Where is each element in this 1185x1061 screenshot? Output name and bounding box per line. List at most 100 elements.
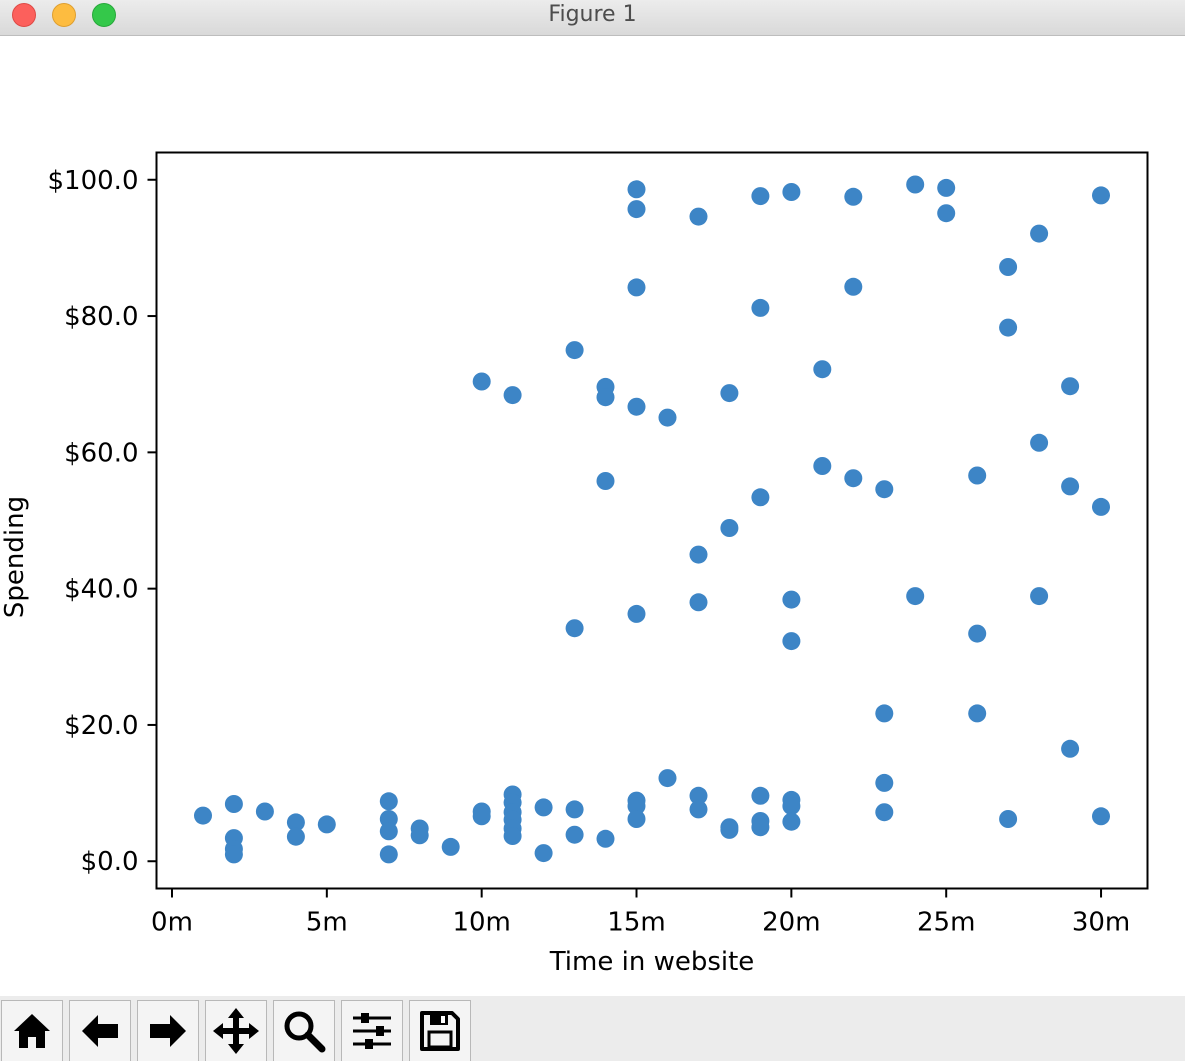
y-tick-label: $20.0	[64, 711, 138, 741]
scatter-point-8	[317, 815, 336, 834]
arrow-left-icon	[82, 1015, 118, 1047]
floppy-disk-icon	[420, 1011, 460, 1051]
scatter-point-28	[565, 341, 584, 360]
scatter-point-49	[689, 786, 708, 805]
y-axis-ticks: $0.0 $20.0 $40.0 $60.0 $80.0 $100.0	[48, 166, 157, 877]
scatter-point-48	[689, 593, 708, 612]
scatter-points	[194, 175, 1110, 864]
scatter-point-57	[751, 488, 770, 507]
back-button[interactable]	[69, 1000, 131, 1061]
zoom-button[interactable]	[273, 1000, 335, 1061]
save-button[interactable]	[409, 1000, 471, 1061]
window-title: Figure 1	[548, 2, 637, 27]
x-axis-ticks: 0m 5m 10m 15m 20m 25m 30m	[151, 888, 1130, 938]
x-tick-label: 0m	[151, 908, 193, 938]
scatter-point-10	[379, 810, 398, 828]
y-tick-label: $100.0	[48, 166, 139, 196]
scatter-point-7	[286, 827, 305, 846]
x-tick-label: 30m	[1072, 908, 1130, 938]
scatter-point-69	[844, 187, 863, 206]
scatter-point-54	[720, 820, 739, 839]
scatter-point-30	[565, 800, 584, 819]
magnifier-icon	[284, 1011, 326, 1053]
toolbar	[0, 996, 1185, 1061]
scatter-point-35	[596, 829, 615, 848]
scatter-point-60	[751, 818, 770, 837]
move-icon	[213, 1008, 259, 1054]
scatter-point-89	[1061, 377, 1080, 396]
scatter-point-12	[379, 845, 398, 864]
scatter-point-6	[286, 813, 305, 832]
configure-subplots-button[interactable]	[341, 1000, 403, 1061]
scatter-point-90	[1061, 477, 1080, 496]
x-axis-label: Time in website	[549, 947, 755, 977]
y-tick-label: $40.0	[64, 575, 138, 605]
scatter-point-51	[720, 384, 739, 403]
scatter-point-67	[813, 360, 832, 379]
scatter-point-63	[782, 632, 801, 651]
scatter-point-81	[968, 624, 987, 643]
scatter-point-61	[782, 183, 801, 201]
scatter-point-44	[658, 408, 677, 427]
scatter-point-72	[875, 480, 894, 499]
scatter-point-29	[565, 619, 584, 638]
scatter-point-25	[503, 827, 522, 845]
scatter-point-52	[720, 519, 739, 537]
forward-button[interactable]	[137, 1000, 199, 1061]
scatter-point-1	[224, 795, 243, 813]
close-window-button[interactable]	[12, 3, 36, 27]
scatter-point-93	[1092, 497, 1110, 516]
scatter-point-33	[596, 388, 615, 407]
y-tick-label: $80.0	[64, 302, 138, 332]
scatter-point-42	[627, 797, 646, 815]
x-tick-label: 10m	[452, 908, 510, 938]
x-tick-label: 25m	[917, 908, 975, 938]
scatter-chart: 0m 5m 10m 15m 20m 25m 30m $0.0$20.0$40.0$60.0$…	[0, 151, 1149, 977]
scatter-point-46	[689, 207, 708, 226]
scatter-point-74	[875, 773, 894, 792]
scatter-point-58	[751, 786, 770, 805]
scatter-point-31	[565, 825, 584, 844]
x-tick-label: 20m	[762, 908, 820, 938]
scatter-point-43	[627, 810, 646, 828]
scatter-point-65	[782, 797, 801, 815]
x-tick-label: 5m	[306, 908, 348, 938]
minimize-window-button[interactable]	[52, 3, 76, 27]
home-button[interactable]	[1, 1000, 63, 1061]
scatter-point-85	[999, 810, 1018, 828]
scatter-point-47	[689, 545, 708, 564]
scatter-point-78	[937, 178, 956, 197]
y-tick-label: $60.0	[64, 438, 138, 468]
scatter-point-66	[782, 812, 801, 831]
scatter-point-37	[627, 200, 646, 219]
scatter-point-4	[224, 845, 243, 864]
scatter-point-62	[782, 590, 801, 609]
scatter-point-18	[472, 807, 491, 826]
pan-button[interactable]	[205, 1000, 267, 1061]
scatter-point-39	[627, 397, 646, 416]
scatter-point-79	[937, 204, 956, 223]
home-icon	[14, 1014, 50, 1048]
scatter-point-77	[906, 587, 925, 606]
scatter-point-50	[689, 800, 708, 819]
scatter-point-92	[1092, 186, 1110, 205]
scatter-point-87	[1030, 433, 1049, 452]
scatter-point-40	[627, 604, 646, 623]
scatter-point-36	[627, 180, 646, 199]
scatter-point-82	[968, 704, 987, 723]
scatter-point-56	[751, 298, 770, 317]
window-titlebar: Figure 1	[0, 0, 1185, 36]
scatter-point-80	[968, 466, 987, 485]
scatter-point-84	[999, 318, 1018, 337]
scatter-point-11	[379, 822, 398, 841]
maximize-window-button[interactable]	[92, 3, 116, 27]
scatter-point-26	[534, 798, 553, 817]
arrow-right-icon	[150, 1015, 186, 1047]
scatter-point-0	[194, 806, 212, 825]
scatter-point-75	[875, 803, 894, 822]
scatter-point-14	[410, 826, 429, 845]
scatter-point-45	[658, 769, 677, 788]
scatter-point-83	[999, 258, 1018, 276]
scatter-point-5	[255, 802, 274, 821]
scatter-point-27	[534, 844, 553, 863]
